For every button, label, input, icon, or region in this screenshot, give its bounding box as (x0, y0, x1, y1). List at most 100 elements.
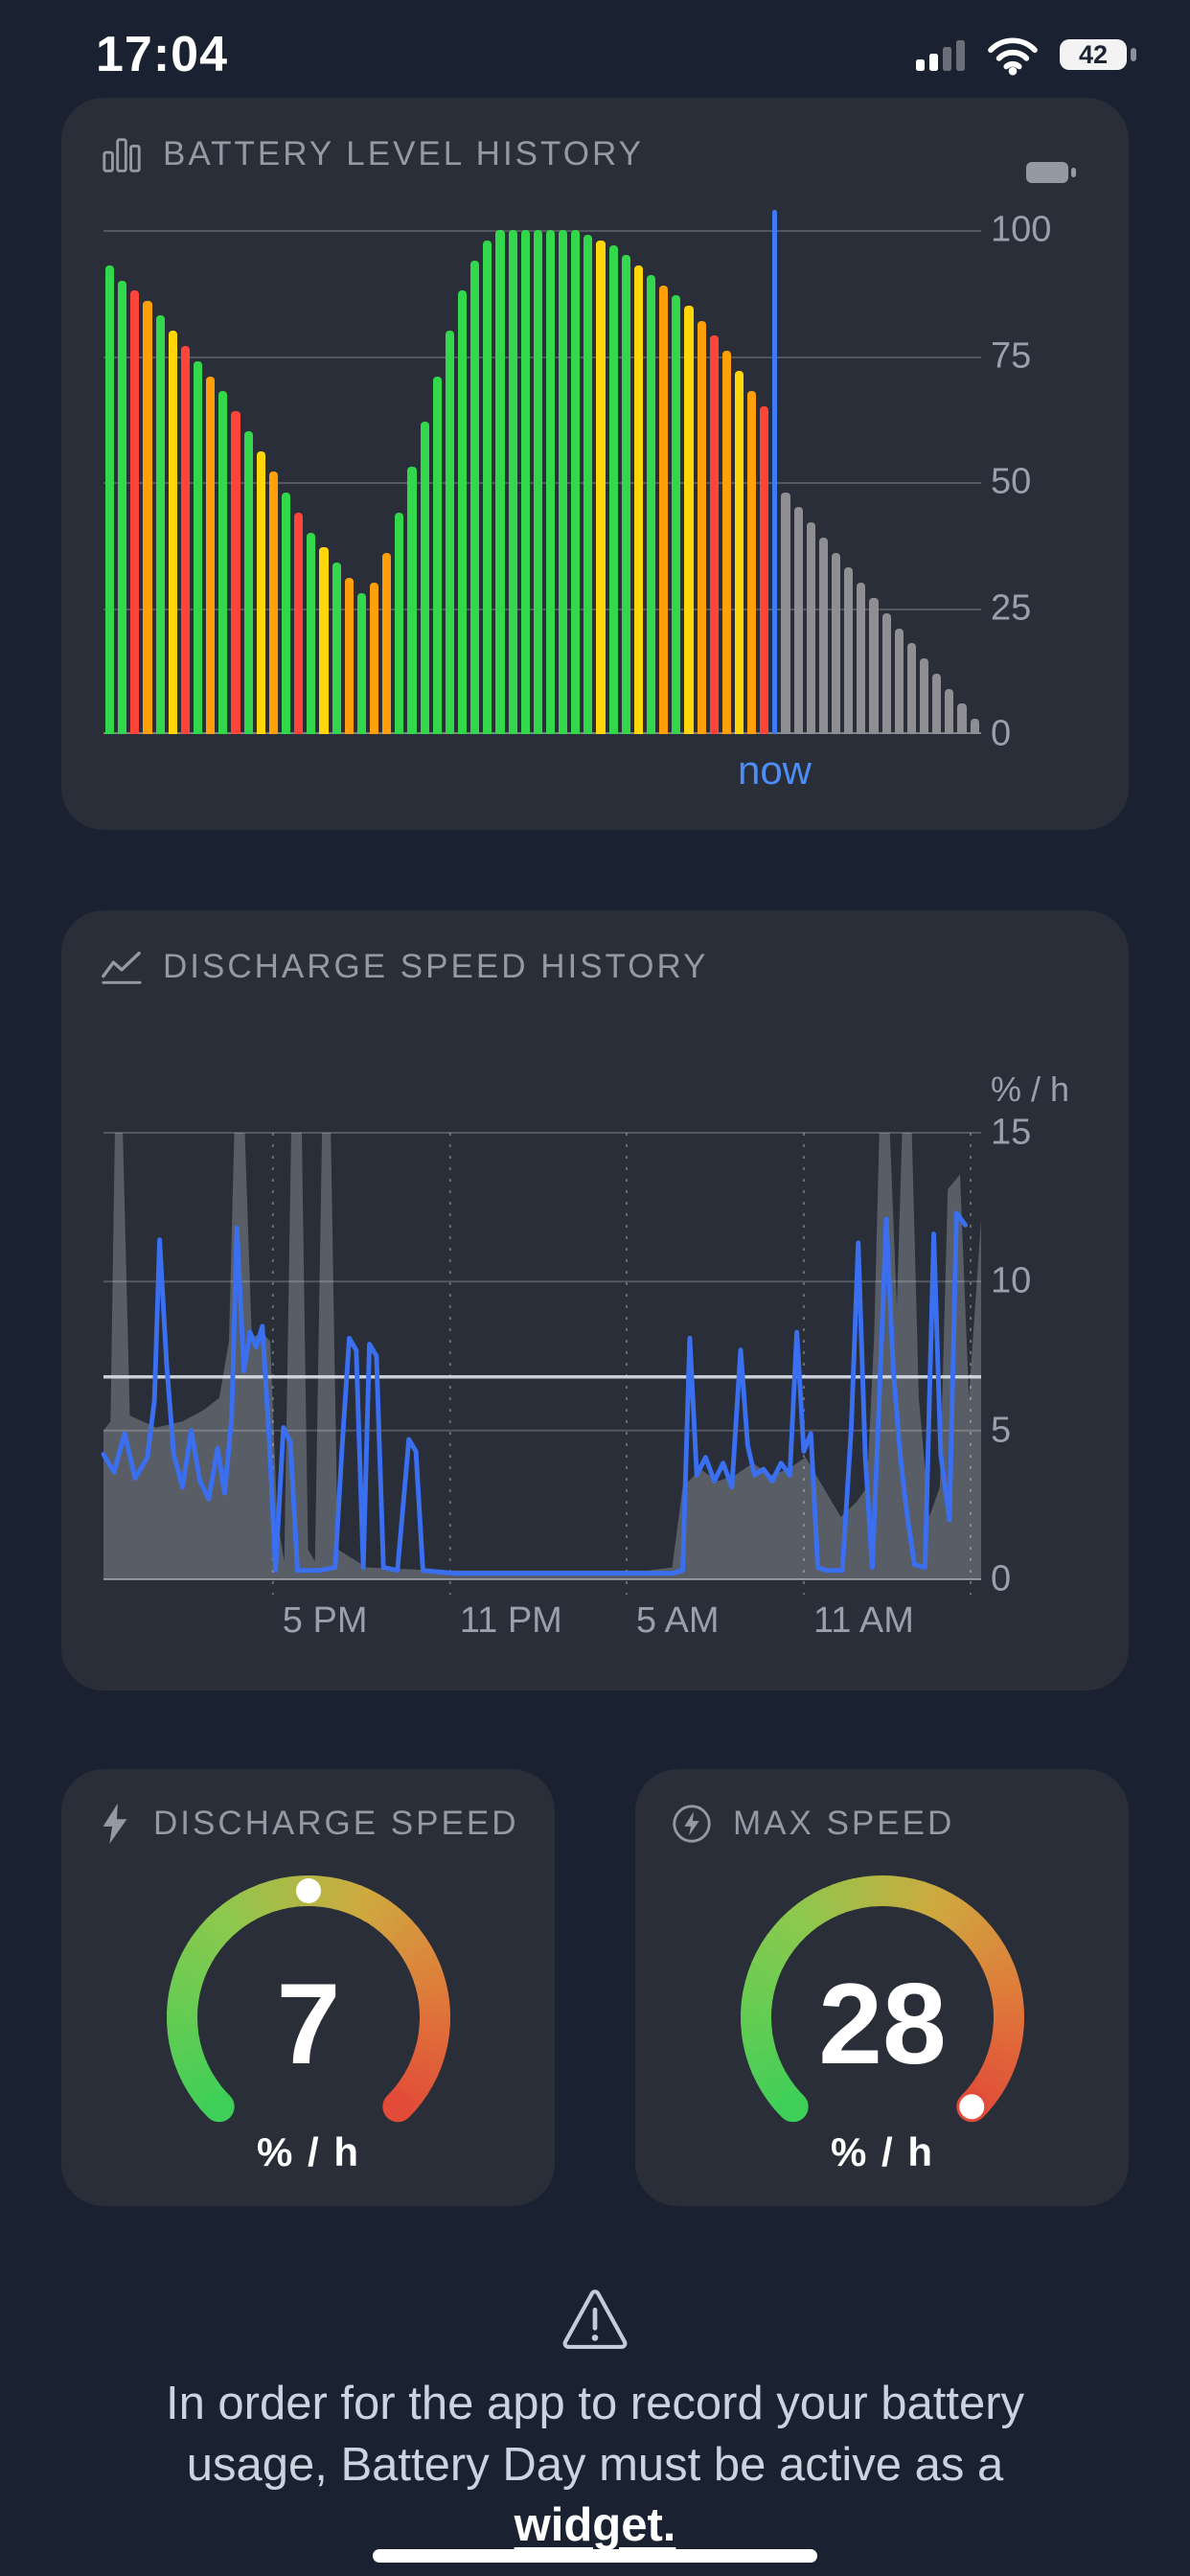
y-tick-0b: 0 (991, 1558, 1012, 1599)
gridline-75 (103, 356, 981, 358)
battery-bar (832, 552, 841, 734)
gridline-50 (103, 482, 981, 484)
battery-bar (932, 673, 942, 734)
battery-bar (307, 532, 316, 734)
y-tick-50: 50 (991, 461, 1032, 502)
max-speed-gauge: 28 % / h (670, 1850, 1094, 2185)
battery-history-card: BATTERY LEVEL HISTORY 100 75 50 25 0 now (61, 98, 1129, 830)
x-tick-label: 5 AM (635, 1600, 720, 1641)
battery-bar (869, 597, 879, 734)
battery-bar (356, 592, 366, 734)
x-axis-labels: 5 PM 11 PM 5 AM 11 AM (103, 1589, 981, 1656)
gridline-0 (103, 732, 981, 734)
bolt-circle-icon (673, 1805, 711, 1843)
home-indicator[interactable] (373, 2549, 817, 2563)
battery-bar (193, 360, 203, 734)
gauge-unit: % / h (256, 2129, 359, 2174)
battery-percent-text: 42 (1079, 40, 1108, 69)
status-bar: 17:04 42 (0, 0, 1190, 92)
battery-status-icon: 42 (1060, 39, 1136, 70)
battery-bar (760, 406, 769, 734)
gridline-25 (103, 608, 981, 610)
battery-bars (103, 209, 981, 734)
discharge-speed-line (101, 1210, 968, 1576)
battery-bar (294, 512, 304, 734)
status-time: 17:04 (96, 27, 228, 82)
discharge-chart-svg (101, 1132, 981, 1595)
y-tick-15: 15 (991, 1112, 1032, 1153)
battery-bar (806, 522, 815, 734)
battery-bar (508, 230, 517, 734)
y-tick-0: 0 (991, 713, 1012, 754)
discharge-speed-chart: % / h 15 10 5 0 (101, 1070, 1069, 1599)
battery-bar (684, 305, 694, 734)
battery-card-title: BATTERY LEVEL HISTORY (163, 135, 644, 172)
status-icons: 42 (916, 34, 1140, 76)
battery-bar (395, 512, 404, 734)
battery-bar (881, 612, 891, 734)
battery-bar (143, 300, 152, 734)
battery-bar (906, 643, 916, 734)
battery-bar (781, 492, 790, 734)
footer: In order for the app to record your batt… (0, 2287, 1190, 2557)
y-tick-25: 25 (991, 587, 1032, 628)
battery-bar (155, 315, 165, 734)
battery-bar (945, 688, 954, 734)
discharge-card-header: DISCHARGE SPEED HISTORY (100, 945, 1090, 989)
battery-bar (432, 376, 442, 734)
battery-bar (672, 295, 681, 734)
gauge-value: 7 (276, 1960, 340, 2088)
battery-bar (545, 230, 556, 734)
y-tick-5: 5 (991, 1410, 1012, 1451)
battery-bar (571, 230, 581, 734)
battery-bar (721, 351, 732, 734)
battery-bar (533, 230, 542, 734)
warning-icon (562, 2289, 628, 2349)
battery-bar (697, 320, 706, 734)
battery-card-header: BATTERY LEVEL HISTORY (100, 132, 1090, 176)
gauge-arc (740, 1874, 1024, 2123)
battery-bar (105, 264, 115, 734)
gauge-indicator-dot (295, 1878, 321, 1903)
battery-bar (608, 244, 618, 734)
battery-bar (382, 552, 392, 734)
gauge-value: 28 (818, 1960, 946, 2088)
background-usage-area (103, 1133, 981, 1579)
y-tick-100: 100 (991, 209, 1052, 250)
gauge-row: DISCHARGE SPEED 7 % / h MAX SPEED 28 % /… (61, 1769, 1129, 2206)
battery-bar (857, 583, 866, 734)
cellular-signal-icon (916, 40, 965, 71)
battery-level-chart: 100 75 50 25 0 (103, 162, 1076, 754)
battery-bar (818, 537, 829, 734)
gridline-100 (103, 230, 981, 232)
unit-label: % / h (991, 1070, 1070, 1109)
battery-bar (407, 467, 417, 734)
discharge-gauge-header: DISCHARGE SPEED (96, 1802, 520, 1846)
gauge-indicator-dot (958, 2094, 984, 2120)
battery-glyph-icon (1026, 162, 1076, 183)
battery-bar (793, 507, 803, 734)
battery-bar (243, 431, 253, 734)
widget-link[interactable]: widget. (514, 2499, 676, 2552)
battery-bar (344, 577, 354, 734)
x-tick-label: 5 PM (282, 1600, 368, 1641)
y-tick-10: 10 (991, 1260, 1032, 1301)
battery-bar (970, 719, 979, 734)
battery-bar (495, 230, 505, 734)
line-chart-icon (102, 951, 142, 984)
battery-bar (256, 451, 265, 734)
discharge-gauge-title: DISCHARGE SPEED (153, 1805, 519, 1842)
battery-bar (332, 563, 341, 734)
battery-bar (647, 275, 656, 734)
battery-bar (457, 290, 468, 734)
footer-message: In order for the app to record your batt… (106, 2374, 1084, 2557)
battery-bar (445, 331, 454, 734)
battery-bar (735, 371, 744, 734)
battery-bar (596, 240, 606, 734)
battery-bar (520, 230, 530, 734)
discharge-gauge: 7 % / h (96, 1850, 520, 2185)
gauge-0: 7 % / h (166, 1874, 450, 2174)
battery-bar (180, 345, 190, 734)
discharge-speed-gauge-card: DISCHARGE SPEED 7 % / h (61, 1769, 555, 2206)
battery-bar (621, 255, 630, 734)
